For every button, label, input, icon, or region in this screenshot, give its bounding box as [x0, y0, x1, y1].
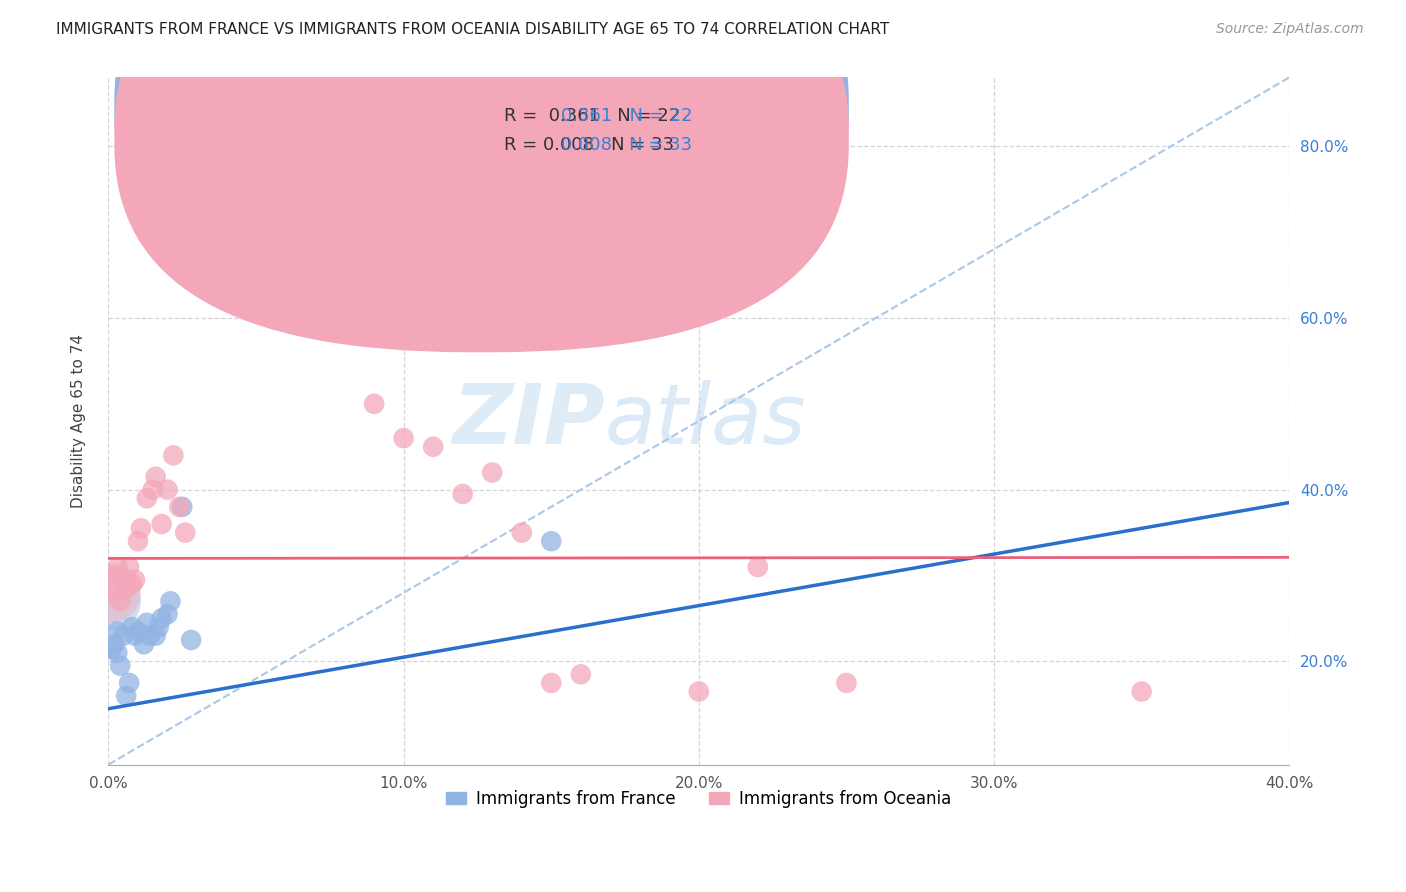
Text: ZIP: ZIP	[451, 381, 605, 461]
FancyBboxPatch shape	[463, 91, 740, 156]
Point	[148, 620, 170, 634]
FancyBboxPatch shape	[114, 0, 849, 324]
Point	[121, 620, 143, 634]
Point	[112, 629, 135, 643]
Point	[124, 573, 146, 587]
Point	[156, 483, 179, 497]
Point	[110, 594, 132, 608]
Point	[121, 577, 143, 591]
Point	[127, 624, 149, 639]
Point	[688, 684, 710, 698]
Point	[105, 624, 128, 639]
Point	[174, 525, 197, 540]
Point	[145, 629, 167, 643]
Point	[105, 560, 128, 574]
Text: IMMIGRANTS FROM FRANCE VS IMMIGRANTS FROM OCEANIA DISABILITY AGE 65 TO 74 CORREL: IMMIGRANTS FROM FRANCE VS IMMIGRANTS FRO…	[56, 22, 890, 37]
Point	[180, 632, 202, 647]
Point	[1130, 684, 1153, 698]
Point	[169, 500, 191, 514]
Text: R = 0.008   N = 33: R = 0.008 N = 33	[503, 136, 673, 153]
Point	[274, 242, 297, 256]
Point	[392, 431, 415, 445]
Point	[162, 448, 184, 462]
Legend: Immigrants from France, Immigrants from Oceania: Immigrants from France, Immigrants from …	[440, 783, 957, 814]
Point	[150, 516, 173, 531]
Point	[100, 641, 122, 656]
Text: Source: ZipAtlas.com: Source: ZipAtlas.com	[1216, 22, 1364, 37]
Point	[172, 500, 194, 514]
Point	[127, 534, 149, 549]
Text: R =  0.361   N = 22: R = 0.361 N = 22	[503, 107, 681, 125]
Point	[156, 607, 179, 622]
Point	[115, 689, 138, 703]
Point	[103, 637, 125, 651]
Point	[540, 534, 562, 549]
Point	[132, 637, 155, 651]
Text: 0.361   N = 22: 0.361 N = 22	[561, 107, 692, 125]
Point	[333, 225, 356, 239]
Point	[422, 440, 444, 454]
Point	[100, 586, 122, 600]
Point	[481, 466, 503, 480]
Point	[145, 470, 167, 484]
Point	[159, 594, 181, 608]
Point	[124, 629, 146, 643]
Point	[363, 397, 385, 411]
Point	[100, 586, 122, 600]
Point	[139, 629, 162, 643]
Point	[115, 582, 138, 596]
Point	[540, 676, 562, 690]
FancyBboxPatch shape	[114, 0, 849, 352]
Point	[112, 573, 135, 587]
Point	[110, 658, 132, 673]
Point	[150, 611, 173, 625]
Point	[118, 676, 141, 690]
Point	[100, 594, 122, 608]
Text: atlas: atlas	[605, 381, 806, 461]
Y-axis label: Disability Age 65 to 74: Disability Age 65 to 74	[72, 334, 86, 508]
Point	[105, 646, 128, 660]
Point	[129, 521, 152, 535]
Point	[747, 560, 769, 574]
Point	[135, 491, 157, 506]
Point	[510, 525, 533, 540]
Point	[103, 568, 125, 582]
Point	[142, 483, 165, 497]
Text: 0.008   N = 33: 0.008 N = 33	[561, 136, 692, 153]
Point	[135, 615, 157, 630]
Point	[835, 676, 858, 690]
Point	[451, 487, 474, 501]
Point	[569, 667, 592, 681]
Point	[118, 560, 141, 574]
